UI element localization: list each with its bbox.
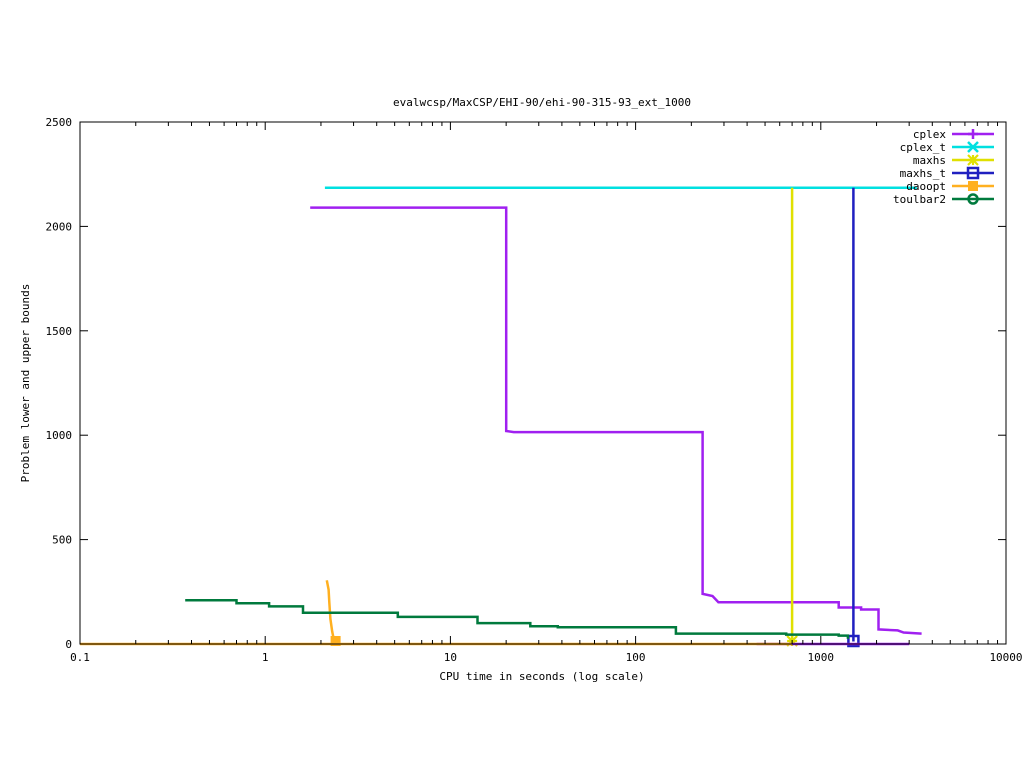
x-tick-label: 0.1 xyxy=(70,651,90,664)
chart-title: evalwcsp/MaxCSP/EHI-90/ehi-90-315-93_ext… xyxy=(393,96,691,109)
plot-frame xyxy=(79,121,1007,645)
legend-label-cplex: cplex xyxy=(913,128,946,141)
legend-marker-daoopt xyxy=(968,181,978,191)
y-tick-label: 500 xyxy=(52,534,72,547)
y-tick-label: 1500 xyxy=(46,325,73,338)
x-tick-label: 1 xyxy=(262,651,269,664)
legend-marker-cplex xyxy=(968,129,978,139)
y-tick-label: 2500 xyxy=(46,116,73,129)
y-tick-label: 1000 xyxy=(46,429,73,442)
series-marker-maxhs-t xyxy=(847,634,860,648)
y-axis-label: Problem lower and upper bounds xyxy=(19,284,32,483)
legend-marker-toulbar2 xyxy=(967,193,979,205)
axes-layer: 0 500 1000 1500 2000 2500 0.1 1 10 100 1000 10000 xyxy=(46,116,1023,664)
legend-label-maxhs-t: maxhs_t xyxy=(900,167,946,180)
y-tick-label: 2000 xyxy=(46,220,73,233)
legend-label-cplex-t: cplex_t xyxy=(900,141,946,154)
legend-marker-maxhs-t xyxy=(966,166,980,180)
legend-marker-cplex-t xyxy=(967,141,979,153)
x-tick-label: 1000 xyxy=(808,651,835,664)
y-tick-label: 0 xyxy=(65,638,72,651)
legend-marker-maxhs xyxy=(967,154,979,166)
x-tick-label: 10 xyxy=(444,651,457,664)
x-axis-label: CPU time in seconds (log scale) xyxy=(439,670,644,683)
legend-label-daoopt: daoopt xyxy=(906,180,946,193)
series-marker-daoopt xyxy=(330,636,341,646)
series-line-toulbar2 xyxy=(185,598,850,639)
x-tick-label: 100 xyxy=(626,651,646,664)
x-tick-label: 10000 xyxy=(989,651,1022,664)
series-line-cplex xyxy=(310,206,922,635)
legend-label-maxhs: maxhs xyxy=(913,154,946,167)
legend-label-toulbar2: toulbar2 xyxy=(893,193,946,206)
series-layer xyxy=(80,186,922,648)
series-line-daoopt xyxy=(325,580,337,643)
